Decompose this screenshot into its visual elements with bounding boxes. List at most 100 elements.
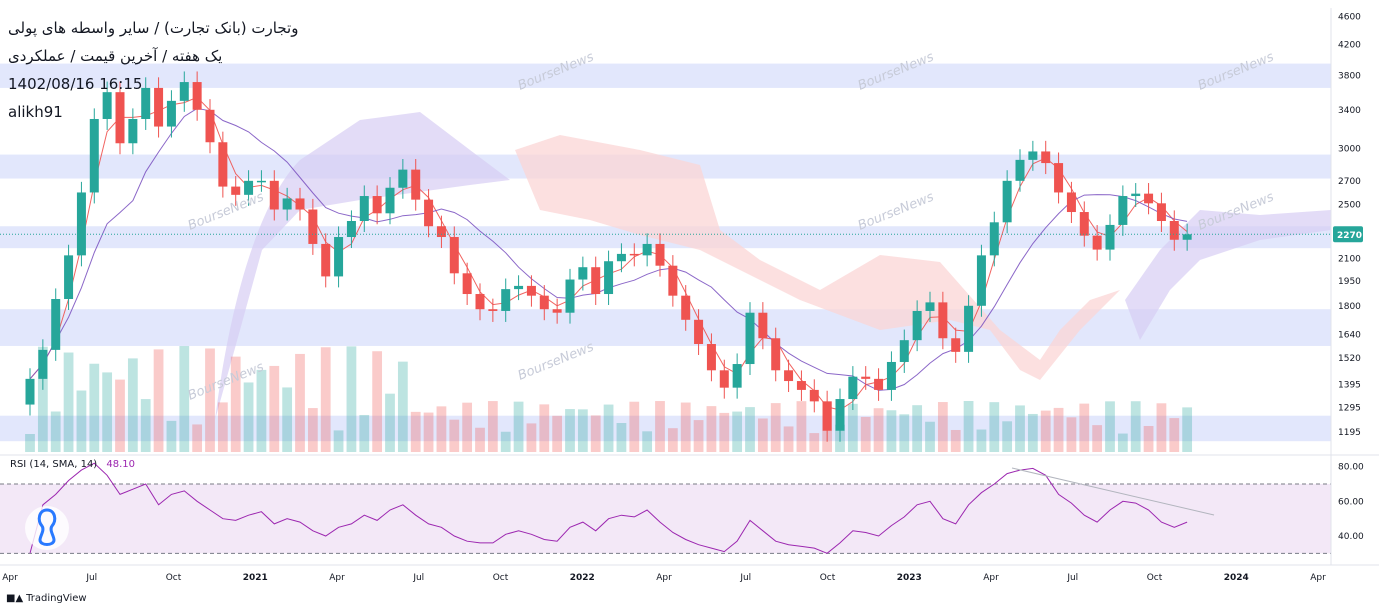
candle-body — [64, 255, 74, 300]
candle-body — [629, 253, 639, 256]
candle-body — [732, 364, 742, 388]
volume-bar — [1066, 417, 1077, 452]
volume-bar — [809, 433, 820, 452]
candle-body — [976, 255, 986, 306]
price-tick-label: 1520 — [1338, 354, 1361, 364]
time-tick-label: Apr — [329, 573, 345, 583]
candle-body — [166, 100, 176, 127]
candle-body — [424, 199, 434, 227]
volume-bar — [307, 408, 318, 452]
candle-body — [964, 305, 974, 352]
candle-body — [205, 109, 215, 143]
volume-bar — [1002, 421, 1013, 452]
candle-body — [76, 192, 86, 256]
rsi-legend-title: RSI (14, SMA, 14) — [10, 459, 98, 470]
volume-bar — [1040, 410, 1051, 452]
candle-body — [1169, 221, 1179, 240]
rsi-band — [0, 484, 1331, 554]
tradingview-brand[interactable]: ■▲ TradingView — [6, 593, 87, 604]
volume-bar — [706, 406, 717, 452]
volume-bar — [963, 401, 974, 452]
volume-bar — [230, 356, 241, 452]
volume-bar — [629, 401, 640, 452]
candle-body — [539, 295, 549, 310]
brand-name: TradingView — [26, 593, 87, 604]
candle-body — [655, 243, 665, 266]
candle-body — [51, 299, 61, 350]
candle-body — [771, 338, 781, 371]
volume-bar — [680, 402, 691, 452]
rsi-axis[interactable]: 80.00 60.00 40.00 — [1338, 463, 1364, 542]
candle-body — [321, 243, 331, 277]
candle-body — [668, 265, 678, 296]
volume-bar — [1015, 405, 1025, 452]
candle-body — [591, 267, 601, 295]
volume-bar — [295, 353, 305, 452]
volume-bar — [423, 412, 434, 452]
candle-body — [514, 285, 524, 290]
volume-bar — [577, 409, 588, 452]
candle-body — [449, 237, 459, 274]
rsi-trendline[interactable] — [1011, 467, 1215, 516]
candle-body — [1144, 193, 1154, 204]
publish-datetime: 1402/08/16 16:15 — [8, 75, 143, 93]
candle-body — [1118, 196, 1128, 225]
volume-bar — [616, 423, 627, 452]
volume-bar — [50, 411, 61, 452]
price-tick-label: 1950 — [1338, 277, 1361, 287]
volume-bar — [693, 420, 704, 452]
volume-bar — [1143, 425, 1154, 452]
volume-bar — [976, 429, 987, 452]
candle-body — [1079, 212, 1089, 236]
candle-body — [745, 312, 755, 365]
candle-body — [706, 344, 716, 371]
candle-body — [218, 142, 228, 187]
candle-body — [848, 376, 858, 400]
volume-bar — [552, 415, 563, 452]
candle-body — [385, 187, 395, 214]
candle-body — [488, 309, 498, 311]
volume-bar — [462, 402, 473, 452]
price-tick-label: 1640 — [1338, 330, 1361, 340]
candle-body — [565, 279, 575, 313]
candle-body — [835, 399, 845, 431]
volume-bar — [513, 401, 524, 452]
volume-bar — [140, 399, 151, 452]
time-axis[interactable]: Apr Jul Oct 2021 Apr Jul Oct 2022 Apr Jul Oct 2023 A… — [2, 573, 1326, 583]
candle-body — [89, 118, 99, 193]
volume-bar — [745, 407, 755, 452]
sr-zone — [0, 309, 1331, 346]
candle-body — [1131, 193, 1141, 197]
candle-body — [681, 295, 691, 320]
volume-bar — [89, 363, 100, 452]
time-tick-label: Jul — [412, 573, 424, 583]
volume-bar — [1027, 413, 1038, 452]
candle-body — [411, 169, 421, 200]
volume-bar — [500, 431, 511, 452]
author-name: alikh91 — [8, 103, 63, 121]
candle-body — [951, 338, 961, 352]
candle-body — [719, 370, 729, 388]
candle-body — [1182, 234, 1192, 240]
rsi-tick-label: 60.00 — [1338, 497, 1364, 507]
volume-bar — [526, 423, 537, 452]
candle-body — [501, 289, 511, 311]
candle-body — [141, 87, 151, 119]
last-price-tag-text: 2270 — [1337, 231, 1362, 241]
candle-body — [256, 180, 266, 183]
candle-body — [462, 273, 472, 295]
price-tick-label: 2500 — [1338, 201, 1361, 211]
time-tick-label: 2024 — [1224, 573, 1249, 583]
volume-bar — [115, 379, 125, 452]
candle-body — [346, 221, 356, 238]
volume-bar — [359, 414, 370, 452]
last-price-tag: 2270 — [1333, 226, 1363, 243]
volume-bar — [397, 361, 408, 452]
volume-bar — [487, 401, 498, 452]
rsi-legend[interactable]: RSI (14, SMA, 14) 48.10 — [10, 459, 135, 470]
rsi-tick-label: 80.00 — [1338, 463, 1364, 473]
volume-bar — [603, 404, 614, 452]
candle-body — [784, 370, 794, 382]
candle-body — [1066, 192, 1076, 213]
price-axis[interactable]: 4600 4200 3800 3400 3000 2700 2500 2100 1950 1800… — [1338, 13, 1361, 438]
